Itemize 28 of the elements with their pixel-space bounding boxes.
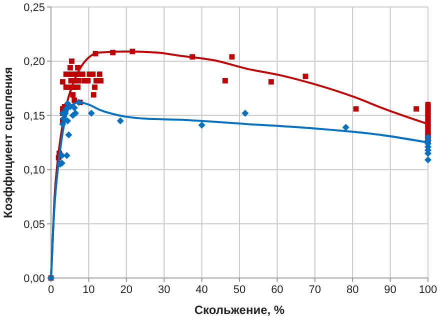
point	[116, 117, 124, 124]
y-tick-label: 0,00	[24, 273, 45, 285]
point	[72, 110, 80, 117]
x-tick-label: 10	[82, 284, 95, 296]
y-tick-label: 0,25	[24, 2, 45, 14]
x-tick-label: 60	[271, 284, 284, 296]
x-tick-label: 50	[233, 284, 246, 296]
x-tick-label: 40	[196, 284, 208, 296]
point	[424, 156, 432, 164]
point	[198, 122, 206, 129]
x-tick-label: 0	[48, 284, 54, 296]
x-tick-label: 70	[308, 284, 322, 296]
point	[242, 110, 249, 117]
x-tick-label: 80	[346, 284, 359, 296]
x-tick-label: 20	[120, 284, 133, 296]
x-tick-label: 90	[384, 284, 396, 296]
point	[342, 124, 350, 131]
x-tick-label: 30	[158, 284, 170, 296]
y-tick-label: 0,05	[24, 218, 45, 231]
x-axis-title: Скольжение, %	[194, 303, 285, 317]
point	[63, 152, 70, 160]
y-tick-label: 0,10	[24, 164, 45, 177]
y-tick-label: 0,20	[24, 56, 45, 68]
y-axis-title: Коэффициент сцепления	[1, 66, 15, 218]
x-tick-label: 100	[418, 284, 438, 296]
point	[88, 110, 95, 117]
point	[65, 131, 72, 138]
y-tick-label: 0,15	[24, 110, 45, 122]
